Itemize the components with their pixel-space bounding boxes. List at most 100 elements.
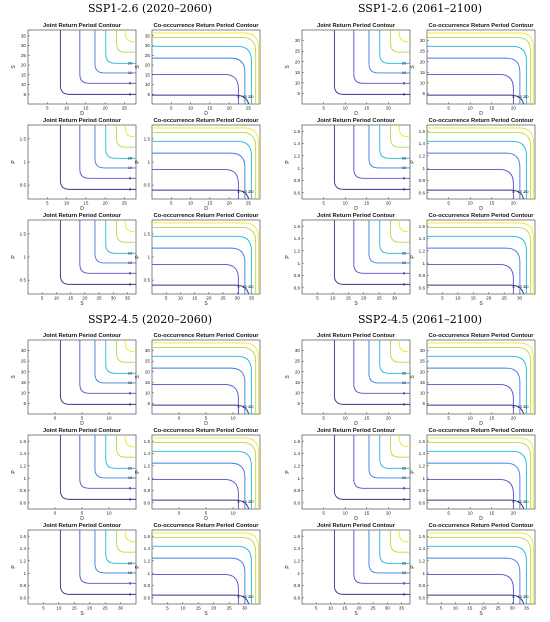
contour-level-50 bbox=[427, 36, 532, 104]
contour-level-50 bbox=[390, 435, 410, 458]
contour-label-2: 2 bbox=[248, 405, 250, 409]
contour-level-5 bbox=[79, 30, 136, 84]
contour-level-20 bbox=[152, 355, 252, 414]
contour-label-20: 20 bbox=[128, 157, 132, 161]
contour-lines: 2 5 10 20 bbox=[59, 530, 136, 597]
contour-level-2 bbox=[59, 435, 136, 500]
block-title-ssp126-early: SSP1-2.6 (2020–2060) bbox=[87, 2, 213, 15]
contour-lines: 2 5 10 20 bbox=[59, 435, 136, 502]
contour-label-2: 2 bbox=[403, 498, 405, 502]
contour-level-100 bbox=[427, 342, 534, 414]
y-tick-label: 1 bbox=[23, 255, 26, 260]
plot-frame bbox=[151, 29, 261, 105]
y-tick-label: 1 bbox=[147, 571, 150, 576]
contour-label-20: 20 bbox=[128, 62, 132, 66]
contour-level-5 bbox=[427, 478, 514, 509]
plot-frame bbox=[301, 339, 411, 415]
y-tick-label: 10 bbox=[145, 390, 151, 395]
x-tick-label: 35 bbox=[125, 296, 131, 301]
y-tick-label: 0.6 bbox=[294, 285, 301, 290]
x-tick-label: 10 bbox=[230, 416, 236, 421]
y-tick-label: 5 bbox=[147, 401, 150, 406]
x-tick-label: 5 bbox=[170, 106, 173, 111]
contour-lines: 2 5 10 20 bbox=[333, 30, 410, 97]
contour-label-5: 5 bbox=[403, 177, 405, 181]
y-axis-label: P bbox=[285, 470, 291, 474]
contour-level-2 bbox=[59, 220, 136, 285]
y-tick-label: 0.8 bbox=[294, 273, 301, 278]
y-tick-label: 1 bbox=[23, 476, 26, 481]
y-tick-label: 0.5 bbox=[20, 183, 27, 188]
contour-level-100 bbox=[427, 532, 534, 604]
y-tick-label: 1.4 bbox=[419, 451, 426, 456]
contour-level-10 bbox=[368, 125, 410, 169]
plot-frame bbox=[151, 339, 261, 415]
panel-1-joint-D-S: Joint Return Period Contour 5 10 15 20 5 10 15 2… bbox=[285, 23, 411, 117]
plot-frame bbox=[27, 29, 137, 105]
y-tick-label: 15 bbox=[295, 70, 301, 75]
contour-label-5: 5 bbox=[403, 82, 405, 86]
x-tick-label: 10 bbox=[468, 416, 474, 421]
x-tick-label: 25 bbox=[246, 201, 252, 206]
contour-label-5: 5 bbox=[237, 595, 239, 599]
y-tick-label: 1.6 bbox=[294, 534, 301, 539]
x-axis-label: D bbox=[80, 111, 84, 117]
x-tick-label: 15 bbox=[489, 106, 495, 111]
contour-lines: 2 5 10 20 bbox=[333, 340, 410, 407]
contour-level-100 bbox=[398, 30, 410, 43]
contour-label-5: 5 bbox=[403, 272, 405, 276]
contour-level-2 bbox=[59, 530, 136, 595]
x-tick-label: 20 bbox=[211, 606, 217, 611]
y-tick-label: 25 bbox=[295, 359, 301, 364]
contour-lines: 2 5 10 20 bbox=[333, 530, 410, 597]
y-tick-label: 1.5 bbox=[20, 136, 27, 141]
contour-level-5 bbox=[353, 340, 410, 394]
x-tick-label: 15 bbox=[364, 201, 370, 206]
x-axis-label: S bbox=[80, 301, 84, 307]
plot-frame bbox=[301, 434, 411, 510]
y-tick-label: 15 bbox=[420, 70, 426, 75]
contour-level-50 bbox=[390, 530, 410, 553]
x-axis-label: D bbox=[80, 516, 84, 522]
x-tick-label: 5 bbox=[315, 606, 318, 611]
x-axis-label: D bbox=[204, 421, 208, 427]
y-tick-label: 15 bbox=[21, 380, 27, 385]
panel-title: Joint Return Period Contour bbox=[317, 428, 396, 434]
y-tick-label: 5 bbox=[297, 91, 300, 96]
contour-label-2: 2 bbox=[523, 595, 525, 599]
y-tick-label: 0.8 bbox=[419, 273, 426, 278]
plot-frame bbox=[151, 219, 261, 295]
x-tick-label: 20 bbox=[511, 201, 517, 206]
y-tick-label: 1.4 bbox=[419, 141, 426, 146]
x-tick-label: 5 bbox=[81, 416, 84, 421]
contour-level-20 bbox=[152, 45, 252, 104]
y-tick-label: 30 bbox=[145, 348, 151, 353]
contour-level-20 bbox=[152, 140, 252, 199]
x-tick-label: 25 bbox=[495, 606, 501, 611]
y-tick-label: 1.6 bbox=[419, 439, 426, 444]
contour-level-2 bbox=[427, 189, 525, 199]
x-tick-label: 20 bbox=[386, 106, 392, 111]
plot-frame bbox=[151, 434, 261, 510]
y-tick-label: 1 bbox=[297, 476, 300, 481]
contour-level-2 bbox=[152, 189, 250, 199]
contour-level-2 bbox=[152, 499, 250, 509]
y-tick-label: 0.6 bbox=[419, 500, 426, 505]
contour-label-5: 5 bbox=[512, 95, 514, 99]
contour-level-5 bbox=[152, 168, 239, 199]
contour-level-100 bbox=[124, 125, 136, 138]
panel-3-joint-D-S: Joint Return Period Contour 5 10 15 20 5 10 15 2… bbox=[285, 333, 411, 427]
contour-label-20: 20 bbox=[524, 405, 528, 409]
y-axis-label: S bbox=[410, 375, 416, 379]
panel-title: Co-occurrence Return Period Contour bbox=[154, 118, 260, 124]
y-tick-label: 1.4 bbox=[294, 236, 301, 241]
x-tick-label: 10 bbox=[330, 296, 336, 301]
x-tick-label: 10 bbox=[453, 606, 459, 611]
contour-label-2: 2 bbox=[129, 593, 131, 597]
contour-level-50 bbox=[427, 131, 532, 199]
x-tick-label: 5 bbox=[440, 606, 443, 611]
